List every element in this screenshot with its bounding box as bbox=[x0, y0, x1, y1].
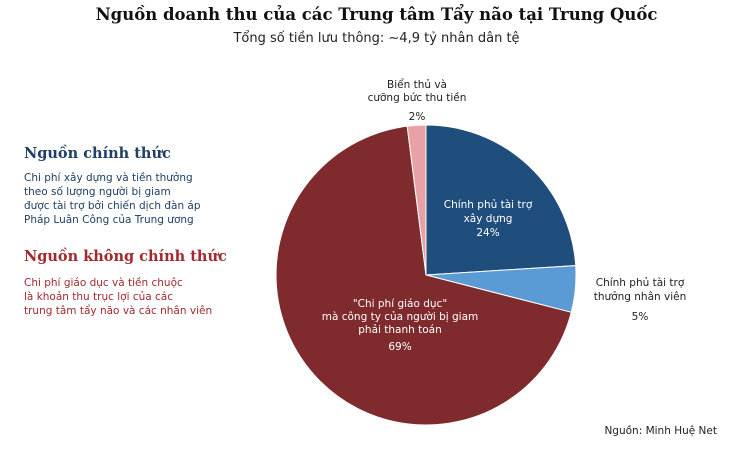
slice-label-line: xây dựng bbox=[464, 213, 513, 225]
slice-label-line: Chính phủ tài trợ bbox=[444, 199, 533, 211]
unofficial-source-description: Chi phí giáo dục và tiền chuộc là khoản … bbox=[24, 276, 254, 318]
official-desc-line: Chi phí xây dựng và tiền thưởng bbox=[24, 172, 193, 184]
official-desc-line: được tài trợ bởi chiến dịch đàn áp bbox=[24, 200, 201, 212]
official-desc-line: theo số lượng người bị giam bbox=[24, 186, 171, 198]
official-source-description: Chi phí xây dựng và tiền thưởng theo số … bbox=[24, 171, 254, 227]
pie-slice-construction bbox=[425, 124, 577, 276]
slice-label-line: Chính phủ tài trợ bbox=[596, 277, 685, 289]
unofficial-desc-line: trung tâm tẩy não và các nhân viên bbox=[24, 305, 213, 317]
slice-label-line: cưỡng bức thu tiền bbox=[368, 92, 467, 104]
slice-label-line: thưởng nhân viên bbox=[594, 291, 687, 303]
slice-label-line: Biển thủ và bbox=[387, 78, 447, 91]
slice-percent-label: 2% bbox=[409, 111, 426, 123]
slice-label-bonus: Chính phủ tài trợ thưởng nhân viên 5% bbox=[594, 277, 687, 323]
unofficial-source-heading: Nguồn không chính thức bbox=[24, 248, 227, 265]
slice-label-education: "Chi phí giáo dục"mà công ty của người b… bbox=[322, 298, 479, 353]
slice-label-construction: Chính phủ tài trợ xây dựng 24% bbox=[444, 199, 533, 239]
pie-slice-extortion bbox=[406, 124, 427, 276]
chart-subtitle: Tổng số tiền lưu thông: ~4,9 tỷ nhân dân… bbox=[233, 31, 520, 46]
official-source-heading: Nguồn chính thức bbox=[24, 145, 171, 162]
slice-percent-label: 24% bbox=[476, 227, 499, 239]
slice-label-line: phải thanh toán bbox=[358, 324, 442, 336]
unofficial-desc-line: là khoản thu trục lợi của các bbox=[24, 291, 174, 303]
source-credit: Nguồn: Minh Huệ Net bbox=[604, 425, 717, 437]
slice-label-line: mà công ty của người bị giam bbox=[322, 311, 479, 323]
slice-percent-label: 5% bbox=[632, 311, 649, 323]
chart-title: Nguồn doanh thu của các Trung tâm Tẩy nã… bbox=[95, 5, 658, 24]
slice-label-line: "Chi phí giáo dục" bbox=[353, 298, 447, 310]
unofficial-desc-line: Chi phí giáo dục và tiền chuộc bbox=[24, 277, 183, 289]
slice-percent-label: 69% bbox=[388, 341, 411, 353]
pie-slice-education bbox=[275, 125, 572, 426]
official-desc-line: Pháp Luân Công của Trung ương bbox=[24, 214, 194, 226]
